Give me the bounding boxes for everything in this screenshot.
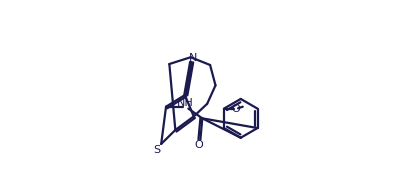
Text: N: N <box>188 53 197 63</box>
Text: NH: NH <box>177 98 194 108</box>
Text: S: S <box>154 145 161 155</box>
Text: O: O <box>232 104 241 114</box>
Text: O: O <box>194 140 203 151</box>
